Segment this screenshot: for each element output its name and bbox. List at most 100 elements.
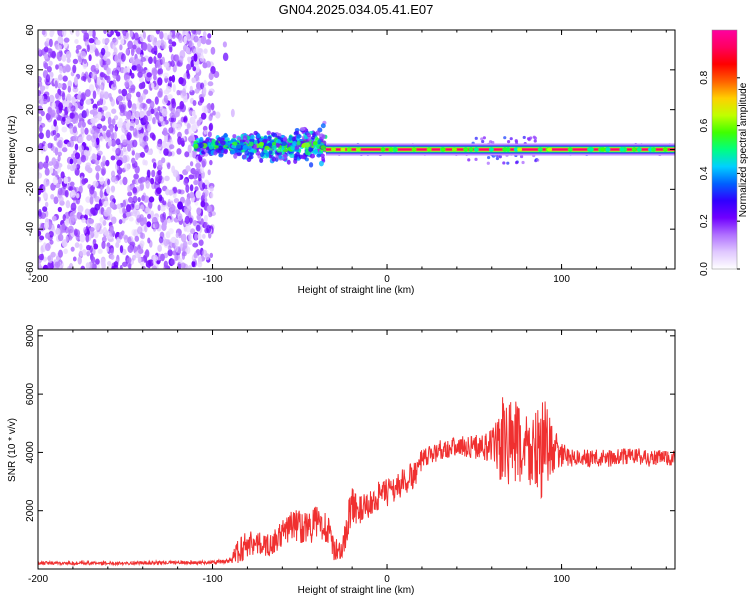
spectrogram-cell xyxy=(514,140,519,144)
spectrogram-cell xyxy=(72,135,79,142)
spectrogram-cell xyxy=(103,30,107,35)
spectrogram-cell xyxy=(467,158,471,162)
spectrogram-cell xyxy=(80,126,85,135)
spectrogram-cell xyxy=(38,196,41,202)
spectrogram-cell xyxy=(43,53,49,60)
spectrogram-cell xyxy=(192,66,197,72)
spectrogram-cell xyxy=(167,198,171,207)
spectrogram-cell xyxy=(90,64,97,73)
spectrogram-cell xyxy=(157,77,163,86)
spectrogram-cell xyxy=(239,141,244,147)
spectrogram-cell xyxy=(42,60,47,69)
spectrogram-cell xyxy=(237,136,242,141)
spectrogram-cell xyxy=(51,215,57,222)
spectrogram-cell xyxy=(72,86,79,93)
spectrogram-cell xyxy=(127,99,132,109)
spectrogram-cell xyxy=(122,199,127,208)
spectrogram-cell xyxy=(152,162,157,169)
spectrogram-cell xyxy=(181,251,187,257)
spectrogram-cell xyxy=(143,216,147,225)
spectrogram-cell xyxy=(106,67,110,75)
snr-y-tick-label: 8000 xyxy=(25,324,36,347)
figure-title: GN04.2025.034.05.41.E07 xyxy=(279,2,434,17)
spectrogram-cell xyxy=(127,184,131,193)
spectrogram-cell xyxy=(193,35,199,43)
spectrogram-cell xyxy=(193,143,199,149)
spectrogram-cell xyxy=(38,262,42,268)
spectrogram-cell xyxy=(155,176,162,183)
spectrogram-cell xyxy=(72,58,79,65)
spectrogram-cell xyxy=(97,150,103,156)
spectrogram-cell xyxy=(175,244,179,252)
spectrogram-cell xyxy=(480,137,484,141)
spectrogram-cell xyxy=(183,178,188,186)
spectrogram-cell xyxy=(125,48,130,56)
spectrogram-cell xyxy=(74,229,81,238)
spectrogram-cell xyxy=(169,205,176,211)
spectrogram-cell xyxy=(93,230,99,239)
spectrogram-cell xyxy=(95,39,101,46)
spectrogram-cell xyxy=(123,163,130,172)
spectrogram-cell xyxy=(135,47,142,55)
spectrogram-cell xyxy=(155,187,162,195)
spectrogram-cell xyxy=(184,199,191,207)
spectrogram-cell xyxy=(99,136,104,142)
spectrogram-cell xyxy=(160,253,165,262)
spectrogram-cell xyxy=(38,76,42,83)
spectrogram-cell xyxy=(91,140,97,148)
spectrogram-cell xyxy=(110,98,115,107)
spectrogram-cell xyxy=(38,80,43,87)
spectrogram-cell xyxy=(76,192,80,199)
spectrogram-cell xyxy=(158,68,164,75)
spectrogram-cell xyxy=(52,129,57,136)
spectrogram-cell xyxy=(127,40,134,50)
spectrogram-cell xyxy=(180,262,186,269)
spectrogram-cell xyxy=(149,34,154,42)
spectrogram-cell xyxy=(320,153,325,158)
spectrogram-cell xyxy=(96,123,103,130)
spectrogram-cell xyxy=(65,235,69,242)
spectrogram-cell xyxy=(56,51,60,60)
spectrogram-cell xyxy=(135,91,141,98)
spectrogram-cell xyxy=(50,193,55,200)
spectrogram-cell xyxy=(48,38,53,48)
spectrogram-cell xyxy=(183,36,187,45)
spectrogram-cell xyxy=(105,51,111,57)
spectrogram-cell xyxy=(118,88,122,94)
spectrogram-cell xyxy=(272,145,277,150)
spectrogram-cell xyxy=(51,102,56,109)
spectrogram-cell xyxy=(88,84,95,93)
spectrogram-cell xyxy=(202,86,207,95)
carrier-node xyxy=(488,147,494,152)
carrier-node xyxy=(392,147,398,152)
spectrogram-cell xyxy=(80,50,87,60)
spectrogram-cell xyxy=(57,187,63,196)
spectrogram-cell xyxy=(197,47,204,57)
spectrogram-cell xyxy=(138,248,144,254)
spectrogram-cell xyxy=(102,125,107,132)
spectrogram-cell xyxy=(143,135,149,142)
spectrogram-x-label: Height of straight line (km) xyxy=(298,285,415,296)
spectrogram-cell xyxy=(157,40,162,47)
spectrogram-cell xyxy=(38,188,42,196)
spectrogram-cell xyxy=(57,35,63,43)
spectrogram-cell xyxy=(44,167,50,176)
spectrogram-cell xyxy=(88,45,95,54)
spectrogram-cell xyxy=(482,136,486,140)
spectrogram-cell xyxy=(64,189,69,198)
spectrogram-cell xyxy=(185,30,189,36)
spectrogram-cell xyxy=(182,240,188,250)
spectrogram-cell xyxy=(171,33,176,39)
spectrogram-cell xyxy=(105,159,110,167)
spectrogram-cell xyxy=(203,129,209,135)
spectrogram-cell xyxy=(74,143,79,151)
spectrogram-cell xyxy=(165,86,172,93)
spectrogram-cell xyxy=(45,155,49,164)
spectrogram-cell xyxy=(79,233,86,243)
spectrogram-cell xyxy=(308,147,314,153)
spectrogram-cell xyxy=(80,92,87,101)
spectrogram-cell xyxy=(193,252,198,259)
spectrogram-cell xyxy=(166,162,171,170)
spectrogram-cell xyxy=(74,115,79,124)
spectrogram-cell xyxy=(120,37,125,46)
